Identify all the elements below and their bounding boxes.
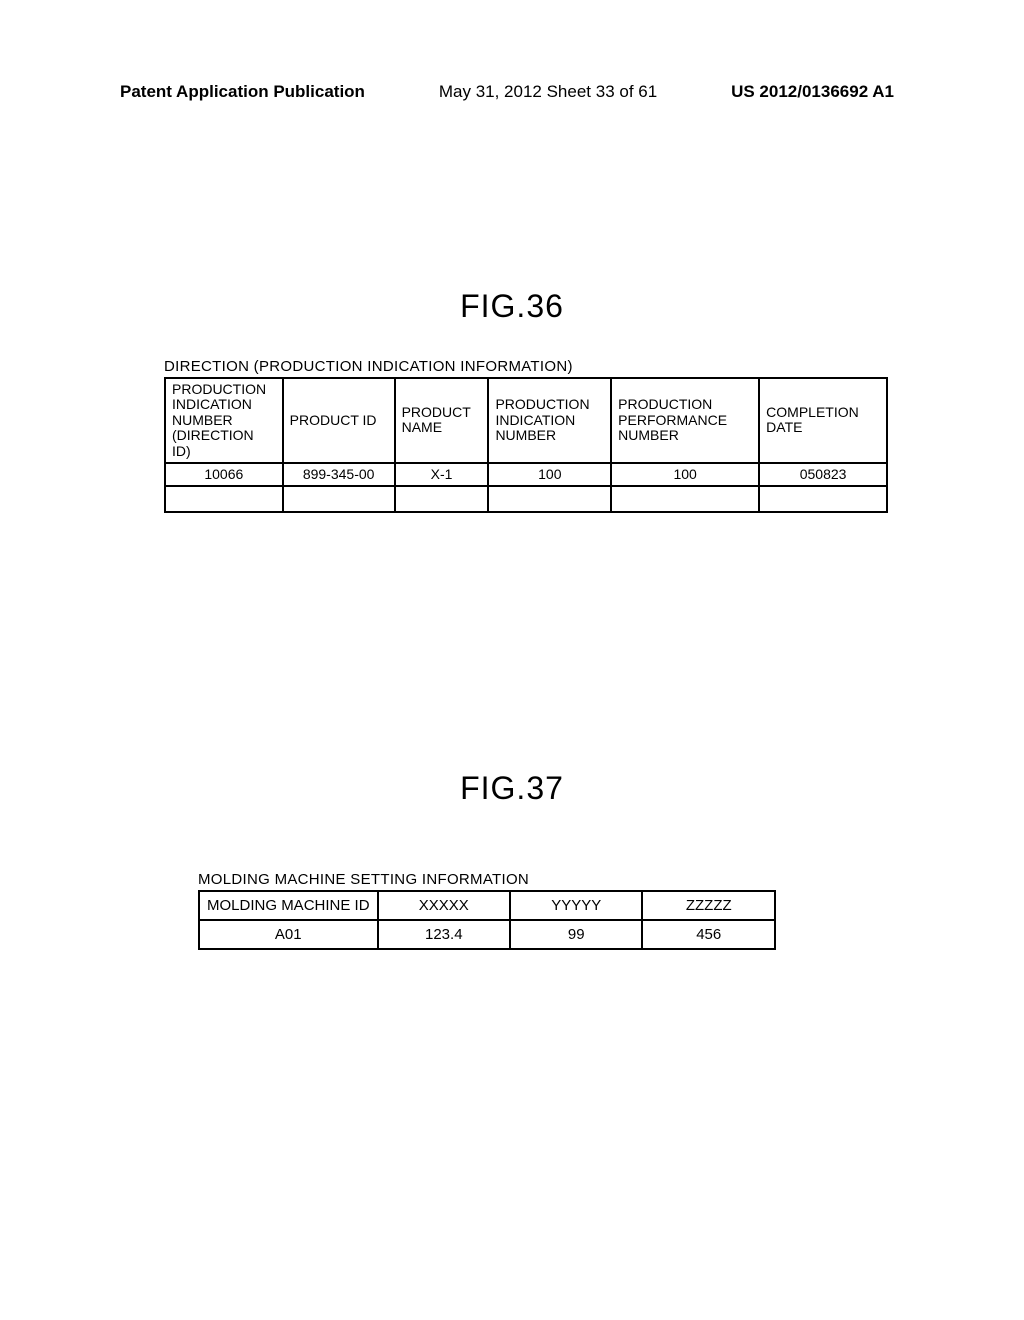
table-empty-row xyxy=(165,486,887,512)
fig37-caption: MOLDING MACHINE SETTING INFORMATION xyxy=(198,871,776,888)
cell-yyyyy: 99 xyxy=(510,920,642,949)
col-yyyyy: YYYYY xyxy=(510,891,642,920)
header-left: Patent Application Publication xyxy=(120,82,365,102)
empty-cell xyxy=(165,486,283,512)
cell-machine-id: A01 xyxy=(199,920,378,949)
table-row: 10066 899-345-00 X-1 100 100 050823 xyxy=(165,463,887,486)
cell-zzzzz: 456 xyxy=(642,920,775,949)
col-zzzzz: ZZZZZ xyxy=(642,891,775,920)
fig37-table: MOLDING MACHINE ID XXXXX YYYYY ZZZZZ A01… xyxy=(198,890,776,950)
empty-cell xyxy=(759,486,887,512)
page-header: Patent Application Publication May 31, 2… xyxy=(0,82,1024,102)
fig37-block: MOLDING MACHINE SETTING INFORMATION MOLD… xyxy=(198,871,776,950)
fig36-table: PRODUCTION INDICATION NUMBER (DIRECTION … xyxy=(164,377,888,513)
col-production-performance: PRODUCTION PERFORMANCE NUMBER xyxy=(611,378,759,463)
col-product-id: PRODUCT ID xyxy=(283,378,395,463)
fig36-block: DIRECTION (PRODUCTION INDICATION INFORMA… xyxy=(164,358,888,513)
empty-cell xyxy=(488,486,611,512)
table-header-row: MOLDING MACHINE ID XXXXX YYYYY ZZZZZ xyxy=(199,891,775,920)
fig37-title: FIG.37 xyxy=(0,770,1024,807)
cell-xxxxx: 123.4 xyxy=(378,920,510,949)
cell-prod-ind: 100 xyxy=(488,463,611,486)
col-direction-id: PRODUCTION INDICATION NUMBER (DIRECTION … xyxy=(165,378,283,463)
header-center: May 31, 2012 Sheet 33 of 61 xyxy=(439,82,657,102)
empty-cell xyxy=(611,486,759,512)
cell-prod-perf: 100 xyxy=(611,463,759,486)
col-completion-date: COMPLETION DATE xyxy=(759,378,887,463)
fig36-title: FIG.36 xyxy=(0,288,1024,325)
cell-product-id: 899-345-00 xyxy=(283,463,395,486)
empty-cell xyxy=(395,486,489,512)
empty-cell xyxy=(283,486,395,512)
table-header-row: PRODUCTION INDICATION NUMBER (DIRECTION … xyxy=(165,378,887,463)
cell-completion: 050823 xyxy=(759,463,887,486)
cell-direction-id: 10066 xyxy=(165,463,283,486)
col-production-indication: PRODUCTION INDICATION NUMBER xyxy=(488,378,611,463)
col-xxxxx: XXXXX xyxy=(378,891,510,920)
table-row: A01 123.4 99 456 xyxy=(199,920,775,949)
fig36-caption: DIRECTION (PRODUCTION INDICATION INFORMA… xyxy=(164,358,888,375)
col-machine-id: MOLDING MACHINE ID xyxy=(199,891,378,920)
col-product-name: PRODUCT NAME xyxy=(395,378,489,463)
cell-product-name: X-1 xyxy=(395,463,489,486)
header-right: US 2012/0136692 A1 xyxy=(731,82,894,102)
